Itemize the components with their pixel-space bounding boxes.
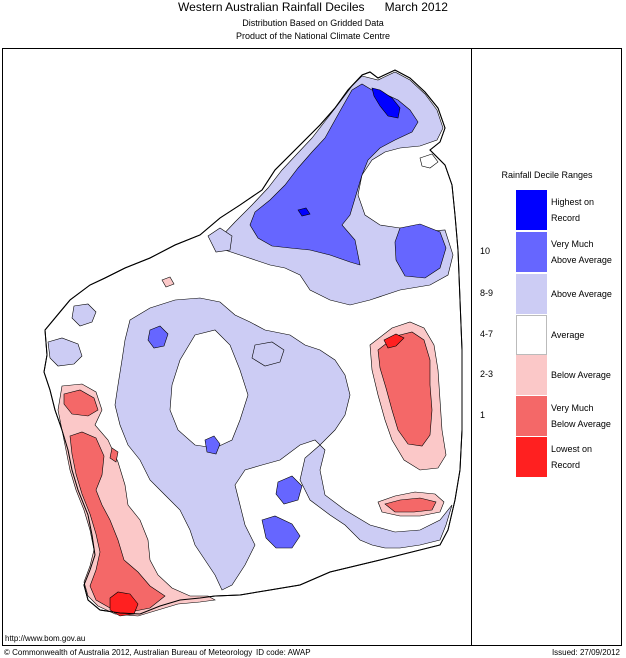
legend-code: 2-3 [480, 369, 494, 379]
legend-label: Very Much Above Average [551, 236, 612, 268]
very-much-above-pocket-4 [261, 515, 301, 549]
legend-label: Very Much Below Average [551, 400, 611, 432]
legend-label-line2: Below Average [551, 419, 611, 429]
lowest-on-record-east [383, 333, 405, 349]
average-pocket-east [419, 153, 439, 169]
coastline [43, 69, 463, 615]
footer-issued: Issued: 27/09/2012 [551, 648, 620, 657]
legend-label: Highest on Record [551, 194, 594, 226]
legend-swatch-average [516, 315, 547, 355]
legend-item-below-average: 2-3 Below Average [480, 355, 620, 395]
legend-code: 1 [480, 410, 486, 420]
title-text: Western Australian Rainfall Deciles [178, 0, 365, 14]
legend-item-highest: Highest on Record [480, 190, 620, 230]
title-period: March 2012 [384, 0, 448, 14]
legend-item-very-much-above: 10 Very Much Above Average [480, 232, 620, 272]
legend-label-line1: Very Much [551, 403, 594, 413]
legend-item-average: 4-7 Average [480, 315, 620, 355]
legend-code: 4-7 [480, 329, 494, 339]
subtitle-product: Product of the National Climate Centre [235, 31, 391, 41]
rainfall-map [43, 69, 463, 617]
legend-label: Average [551, 327, 584, 343]
very-much-above-north [249, 83, 419, 266]
legend-label-line1: Average [551, 330, 585, 340]
above-average-pocket-2 [207, 227, 233, 253]
below-average-dot [161, 276, 175, 288]
highest-on-record [371, 87, 401, 119]
legend-item-very-much-below: 1 Very Much Below Average [480, 396, 620, 436]
very-much-above-pocket-1 [147, 325, 169, 349]
legend-title: Rainfall Decile Ranges [501, 170, 593, 180]
subtitle-distribution: Distribution Based on Gridded Data [242, 18, 384, 28]
legend-label: Lowest on Record [551, 441, 592, 473]
very-much-below-coast [69, 431, 166, 613]
legend-item-above-average: 8-9 Above Average [480, 274, 620, 314]
footer-id-code: ID code: AWAP [256, 648, 311, 657]
legend-code: 10 [480, 246, 491, 256]
above-average-west [47, 337, 83, 367]
legend-label-line1: Lowest on [551, 444, 593, 454]
footer-url: http://www.bom.gov.au [5, 634, 86, 643]
legend-swatch-below-average [516, 355, 547, 395]
legend-label: Above Average [551, 286, 612, 302]
very-much-above-east [394, 223, 447, 279]
legend-swatch-very-much-above [516, 232, 547, 272]
legend-label-line1: Highest on [551, 197, 595, 207]
legend-swatch-highest [516, 190, 547, 230]
legend-label-line1: Very Much [551, 239, 594, 249]
average-pocket-central [169, 329, 249, 449]
legend-label-line1: Above Average [551, 289, 612, 299]
very-much-below-southeast [384, 497, 437, 513]
above-average-coast [71, 303, 97, 327]
legend-label-line2: Above Average [551, 255, 612, 265]
very-much-above-pocket-2 [204, 435, 221, 455]
legend-swatch-above-average [516, 274, 547, 314]
legend-label: Below Average [551, 367, 611, 383]
very-much-above-pocket-3 [275, 475, 303, 505]
legend-swatch-very-much-below [516, 396, 547, 436]
legend-label-line2: Record [551, 460, 581, 470]
legend-code: 8-9 [480, 288, 494, 298]
legend-label-line1: Below Average [551, 370, 611, 380]
highest-on-record-dot [297, 207, 311, 217]
map-title: Western Australian Rainfall Deciles Marc… [0, 0, 626, 14]
legend-label-line2: Record [551, 213, 581, 223]
lowest-on-record [109, 591, 139, 617]
above-average-pocket-1 [251, 341, 285, 367]
legend-divider [471, 48, 472, 646]
legend-item-lowest: Lowest on Record [480, 437, 620, 477]
map-frame [2, 48, 622, 646]
very-much-below-southwest [63, 389, 99, 417]
very-much-below-east [377, 331, 433, 447]
legend-swatch-lowest [516, 437, 547, 477]
very-much-below-inland [109, 447, 119, 463]
footer-copyright: © Commonwealth of Australia 2012, Austra… [4, 648, 253, 657]
